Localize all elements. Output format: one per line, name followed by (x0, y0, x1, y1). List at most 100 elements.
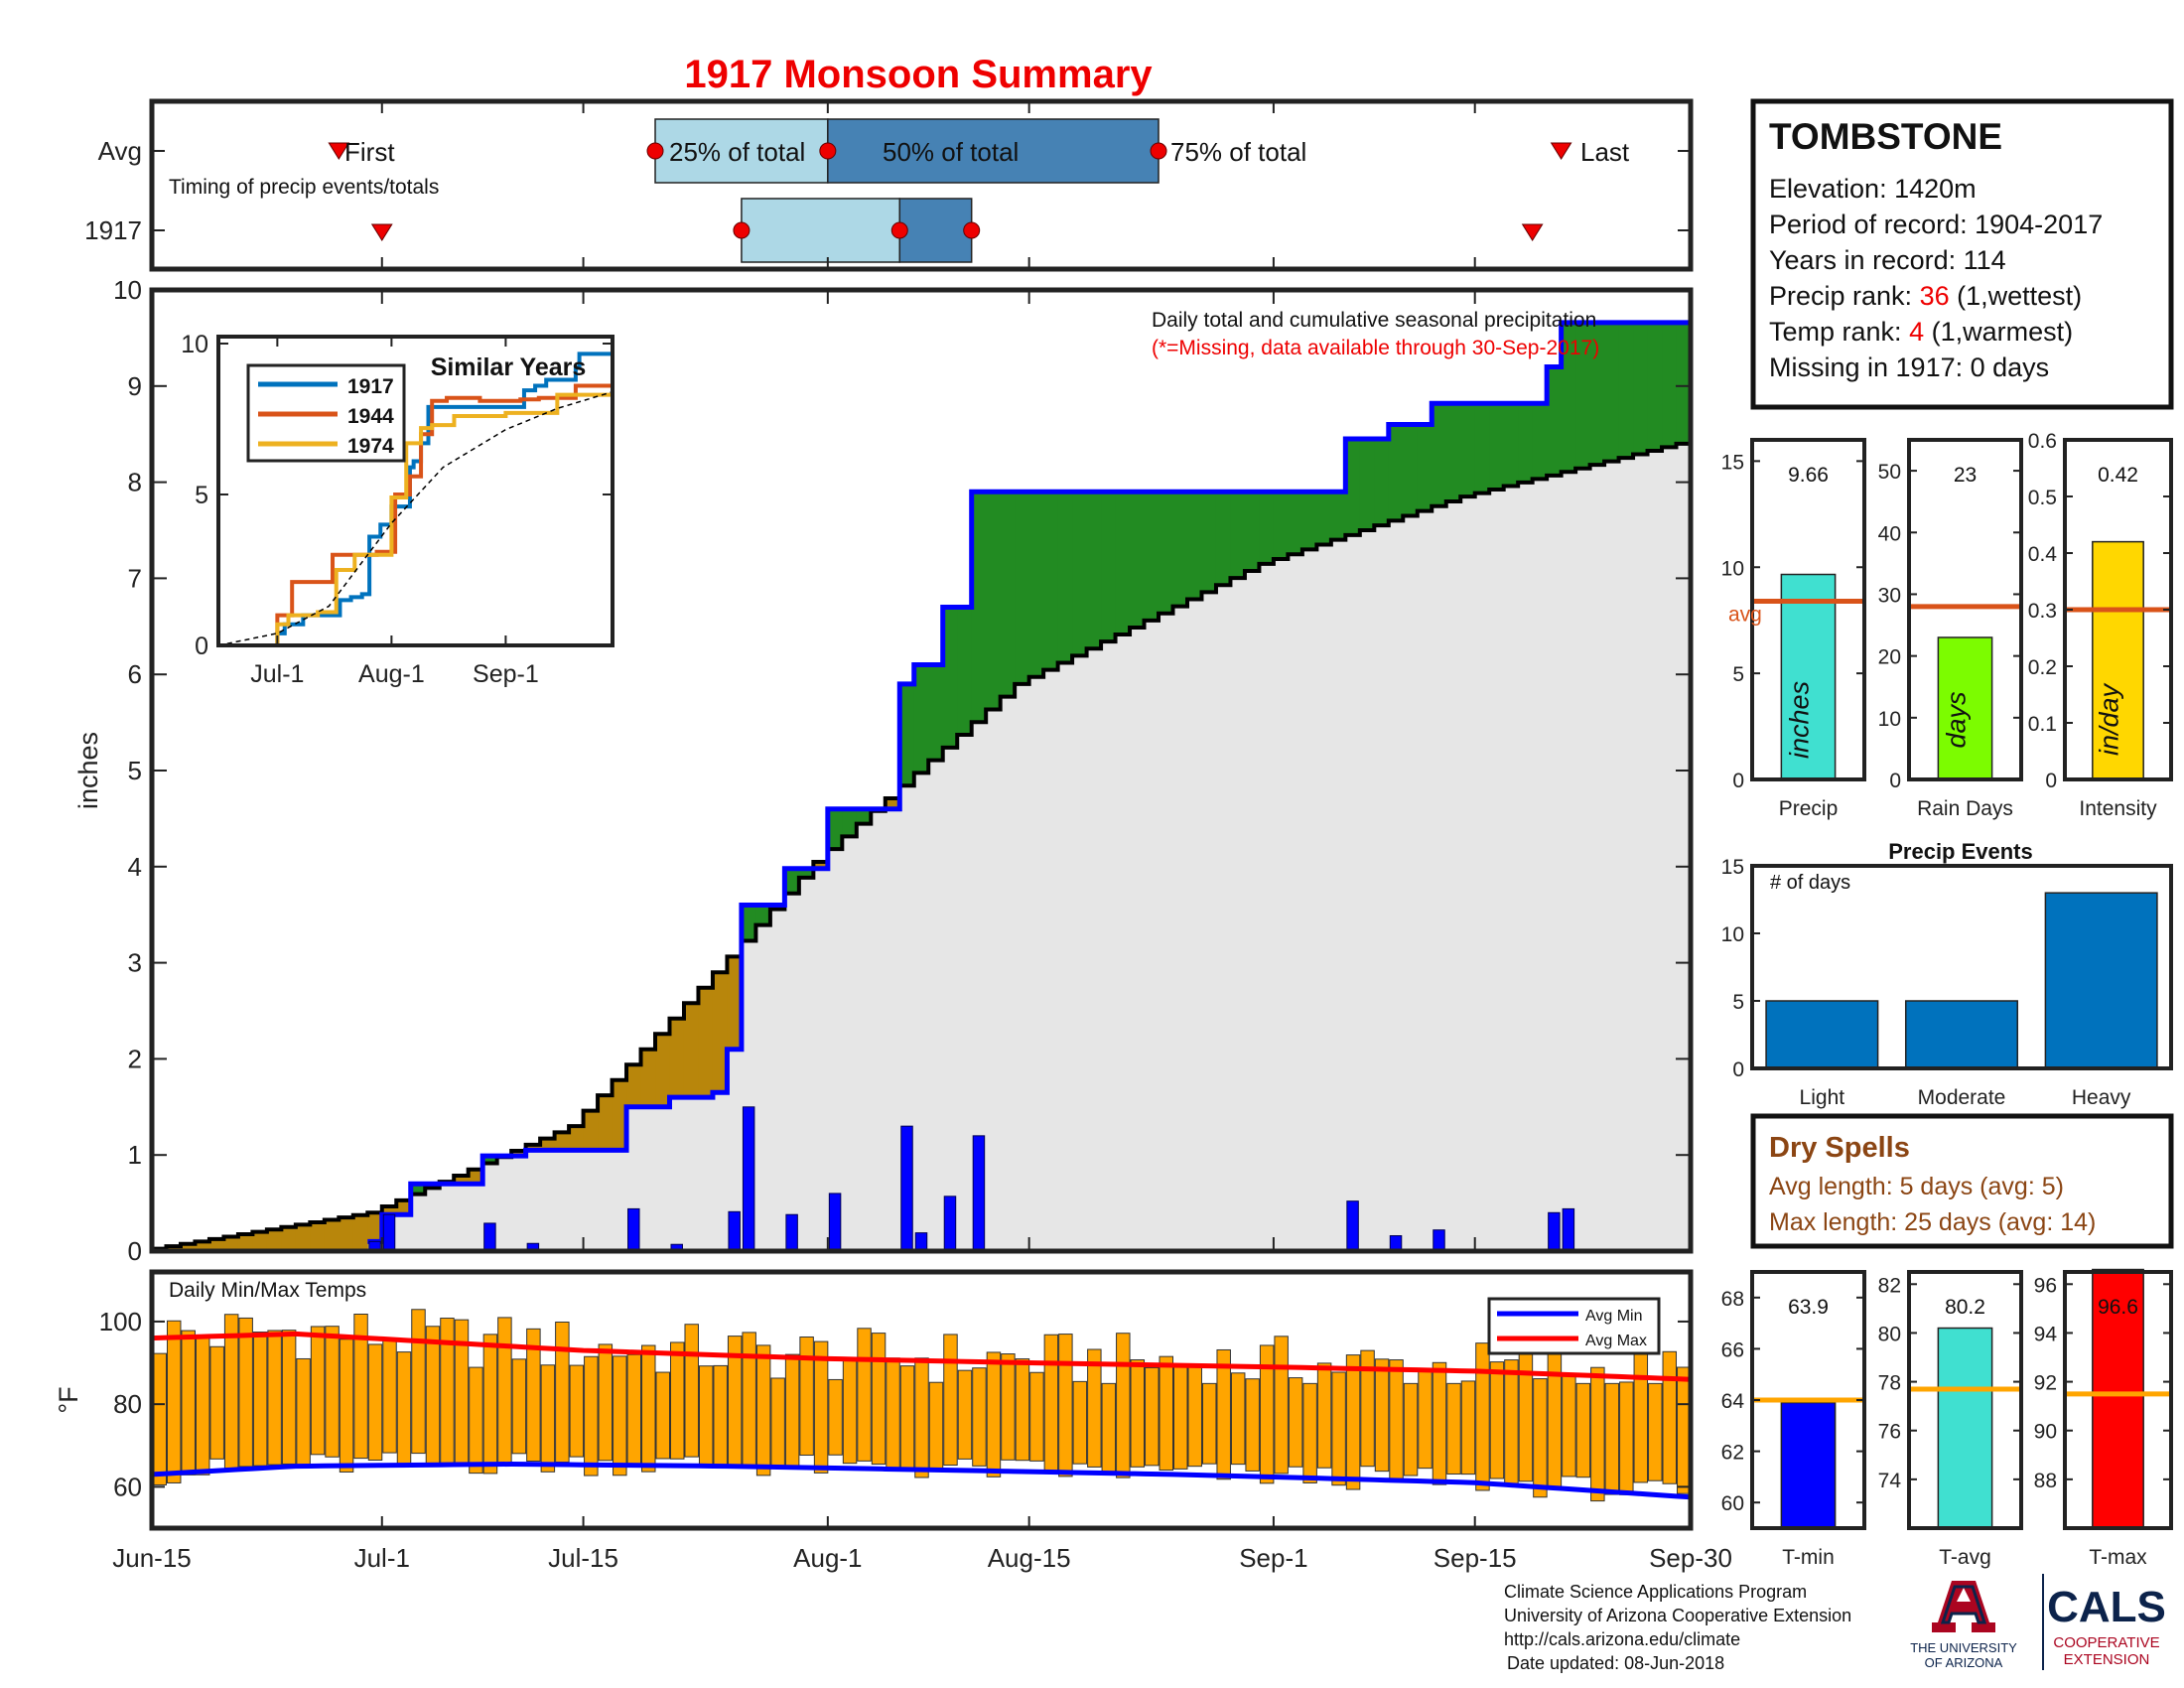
daily-temp-bar-51 (886, 1357, 900, 1472)
footer-line3: http://cals.arizona.edu/climate (1504, 1629, 1740, 1649)
tempsum-t-min-ytick-label-0: 60 (1721, 1492, 1744, 1515)
timing-panel-frame (149, 98, 1694, 272)
daily-temp-bar-17 (396, 1351, 412, 1466)
above-avg-band-57 (971, 492, 987, 723)
summary-precip-frame (1750, 438, 1866, 781)
summary-rain-days-ytick-label-1: 10 (1878, 708, 1901, 731)
above-avg-band-81 (1316, 492, 1332, 545)
below-avg-band-10 (295, 1224, 311, 1251)
footer-line4: Date updated: 08-Jun-2018 (1507, 1653, 1724, 1673)
events-title: Precip Events (1888, 839, 2033, 864)
date-tick-label-4: Aug-15 (988, 1543, 1071, 1573)
date-tick-label-6: Sep-15 (1433, 1543, 1517, 1573)
daily-temp-bar-33 (626, 1353, 642, 1468)
daily-temp-bar-29 (569, 1364, 585, 1458)
summary-bar-charts: 0 5 10 15 9.66 Precip inches avg 0 10 20 30 40 50 23 Ra… (1721, 430, 2173, 820)
daily-temp-bar-96 (1533, 1378, 1548, 1498)
events-bar-moderate (1904, 1000, 2019, 1069)
summary-intensity-ytick-label-3: 0.3 (2028, 600, 2057, 623)
temps-ytick-label-2: 100 (99, 1307, 142, 1336)
daily-temp-bar-26 (526, 1328, 541, 1463)
below-avg-band-34 (640, 1049, 656, 1107)
daily-temp-bar-88 (1418, 1368, 1433, 1470)
summary-intensity-ytick-label-4: 0.4 (2028, 543, 2058, 566)
summary-precip-avg-label: avg (1728, 603, 1762, 626)
precip-ytick-label-4: 4 (128, 852, 142, 882)
daily-temp-bar-74 (1216, 1348, 1231, 1480)
above-avg-band-76 (1244, 492, 1261, 571)
daily-temp-bar-23 (482, 1334, 498, 1475)
footer-line2: University of Arizona Cooperative Extens… (1504, 1606, 1851, 1625)
date-tick-label-3: Aug-1 (793, 1543, 862, 1573)
daily-temp-bar-22 (469, 1366, 483, 1475)
cals-wordmark: CALS (2047, 1583, 2166, 1631)
daily-temp-bar-16 (382, 1339, 397, 1454)
above-avg-band-106 (1676, 322, 1692, 444)
below-avg-band-11 (310, 1221, 326, 1251)
daily-temp-bar-78 (1274, 1336, 1289, 1475)
summary-intensity-unit-label: in/day (2095, 682, 2124, 756)
daily-temp-bar-0 (152, 1352, 167, 1485)
temperature-summary-charts: 60 62 64 66 68 63.9 T-min 74 76 78 80 82 80.2 T-avg 88… (1721, 1268, 2173, 1569)
station-missing: Missing in 1917: 0 days (1769, 352, 2049, 382)
above-avg-band-55 (942, 607, 958, 748)
daily-temp-bar-81 (1316, 1362, 1332, 1469)
above-avg-band-62 (1043, 492, 1059, 670)
tempsum-t-avg-ytick-label-3: 80 (1878, 1323, 1901, 1345)
summary-intensity-ytick-label-5: 0.5 (2028, 487, 2057, 509)
summary-rain-days-bar (1937, 636, 1993, 780)
below-avg-band-5 (223, 1236, 239, 1251)
below-avg-band-31 (598, 1095, 614, 1151)
daily-temp-bar-27 (540, 1364, 556, 1473)
above-avg-band-101 (1604, 322, 1620, 462)
events-ytick-label-1: 5 (1732, 991, 1744, 1014)
timing-q1-box-year (741, 198, 901, 263)
events-bar-light (1765, 1000, 1879, 1069)
temps-title: Daily Min/Max Temps (169, 1279, 366, 1302)
daily-temp-bar-82 (1331, 1371, 1346, 1486)
daily-temp-bar-101 (1604, 1382, 1620, 1495)
above-avg-band-97 (1547, 366, 1563, 476)
daily-temp-bar-94 (1504, 1359, 1519, 1485)
daily-temp-bar-3 (195, 1336, 210, 1476)
above-avg-band-103 (1633, 322, 1649, 455)
summary-precip-bar (1780, 573, 1837, 780)
inset-line-average (217, 390, 614, 646)
daily-temp-bar-62 (1043, 1334, 1059, 1472)
below-avg-band-46 (813, 861, 829, 869)
summary-precip-unit-label: inches (1785, 681, 1815, 759)
summary-rain-days-ytick-label-2: 20 (1878, 646, 1901, 669)
inset-frame (216, 335, 614, 647)
precip-y-label: inches (73, 732, 103, 809)
below-avg-band-28 (554, 1132, 570, 1151)
daily-temp-bar-39 (713, 1364, 728, 1468)
above-avg-band-80 (1301, 492, 1317, 550)
date-tick-label-0: Jun-15 (112, 1543, 192, 1573)
below-avg-band-39 (712, 972, 729, 1093)
daily-temp-bar-45 (799, 1336, 814, 1456)
daily-temp-bar-95 (1518, 1349, 1534, 1482)
inset-axes: 0 5 10 Jul-1 Aug-1 Sep-1 (181, 331, 613, 688)
tempsum-t-min-value-label: 63.9 (1788, 1296, 1829, 1319)
daily-temp-bar-7 (252, 1332, 268, 1467)
below-avg-band-13 (339, 1217, 354, 1251)
timing-subtitle: Timing of precip events/totals (169, 176, 439, 199)
daily-temp-bar-52 (899, 1365, 915, 1471)
temps-ytick-label-0: 60 (113, 1472, 142, 1501)
timing-dot-avg-1 (646, 142, 664, 160)
timing-dot-year-2 (890, 221, 908, 239)
below-avg-band-21 (454, 1175, 470, 1185)
below-avg-band-30 (583, 1110, 599, 1151)
summary-intensity-ytick-label-2: 0.2 (2028, 656, 2057, 679)
above-avg-band-77 (1259, 492, 1275, 564)
above-avg-band-18 (410, 1184, 426, 1195)
daily-temp-bar-69 (1145, 1366, 1160, 1467)
tempsum-t-avg-bar (1937, 1327, 1993, 1529)
temps-panel-frame (149, 1269, 1694, 1531)
precip-ytick-label-1: 1 (128, 1140, 142, 1170)
above-avg-band-67 (1115, 492, 1131, 635)
precip-ytick-label-0: 0 (128, 1236, 142, 1266)
above-avg-band-87 (1403, 424, 1419, 516)
daily-temp-bar-9 (281, 1330, 297, 1465)
daily-precip-bar-2 (483, 1222, 496, 1252)
